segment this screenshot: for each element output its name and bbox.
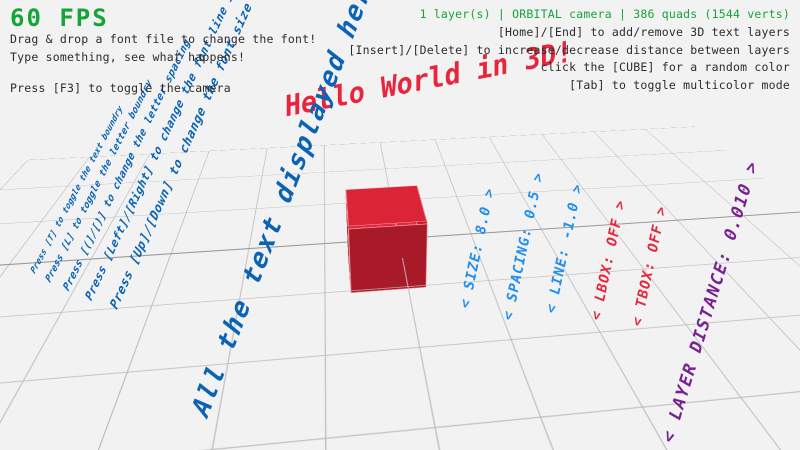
hud-top-right: 1 layer(s) | ORBITAL camera | 386 quads … (348, 6, 790, 95)
hint-multicolor: [Tab] to toggle multicolor mode (569, 78, 790, 93)
hint-type: Type something, see what happens! (10, 50, 246, 64)
hint-layer-distance: [Insert]/[Delete] to increase/decrease d… (348, 42, 790, 57)
cube-face-front (345, 185, 428, 227)
hint-layers: [Home]/[End] to add/remove 3D text layer… (497, 24, 790, 39)
hint-camera-toggle: Press [F3] to toggle the camera (10, 80, 231, 95)
hud-top-left: 60 FPS Drag & drop a font file to change… (10, 4, 317, 98)
hint-drag-drop: Drag & drop a font file to change the fo… (10, 32, 317, 47)
scene-stats: 1 layer(s) | ORBITAL camera | 386 quads … (419, 7, 790, 21)
hud-spacer (10, 67, 316, 80)
fps-counter: 60 FPS (10, 4, 109, 32)
hint-cube-color: click the [CUBE] for a random color (540, 60, 790, 75)
